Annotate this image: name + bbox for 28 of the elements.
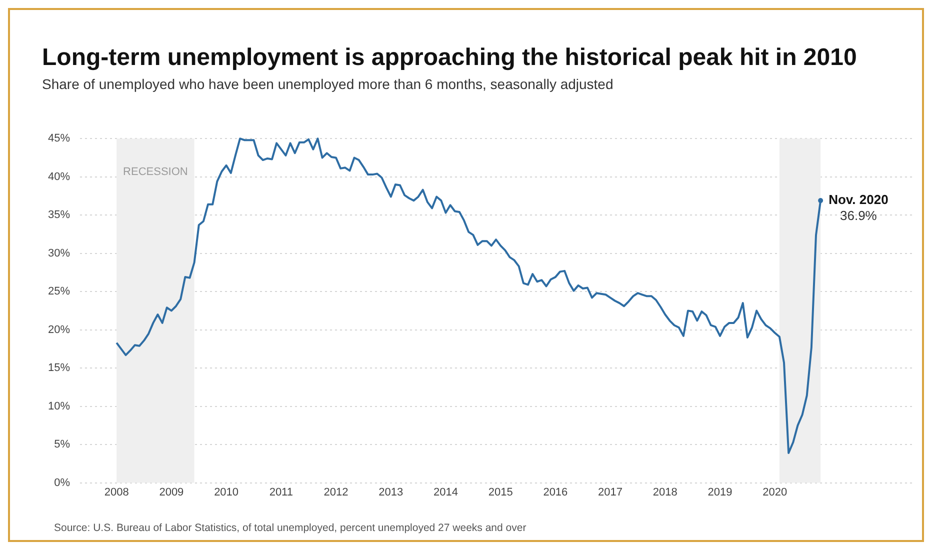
- y-tick-label: 45%: [48, 132, 70, 145]
- annotation: Nov. 2020 36.9%: [828, 192, 888, 224]
- x-tick-label: 2010: [214, 486, 239, 498]
- x-tick-label: 2014: [433, 486, 458, 498]
- chart-subtitle: Share of unemployed who have been unemployed more than 6 months, seasonally adjusted: [42, 76, 614, 92]
- source-note: Source: U.S. Bureau of Labor Statistics, of total unemployed, percent unemployed 27 weeks and over: [54, 522, 526, 534]
- y-tick-label: 20%: [48, 324, 70, 336]
- x-tick-label: 2018: [652, 486, 678, 498]
- y-tick-label: 5%: [54, 438, 70, 451]
- x-tick-label: 2020: [762, 486, 788, 498]
- x-tick-label: 2009: [159, 486, 184, 498]
- chart-title: Long-term unemployment is approaching the historical peak hit in 2010: [42, 44, 857, 72]
- y-tick-label: 25%: [48, 286, 70, 298]
- y-tick-label: 0%: [54, 476, 70, 489]
- x-tick-label: 2019: [708, 486, 732, 498]
- y-tick-label: 10%: [48, 400, 70, 412]
- y-tick-label: 30%: [48, 247, 70, 260]
- y-tick-label: 35%: [48, 209, 70, 222]
- x-tick-label: 2017: [598, 486, 623, 498]
- x-tick-label: 2015: [488, 486, 513, 498]
- y-tick-label: 40%: [48, 170, 70, 183]
- x-tick-label: 2012: [324, 486, 348, 498]
- band-label: RECESSION: [123, 166, 188, 178]
- y-tick-label: 15%: [48, 362, 70, 374]
- x-tick-label: 2008: [104, 486, 129, 498]
- x-tick-label: 2016: [543, 486, 568, 498]
- x-tick-label: 2011: [269, 486, 293, 498]
- x-tick-label: 2013: [378, 486, 404, 498]
